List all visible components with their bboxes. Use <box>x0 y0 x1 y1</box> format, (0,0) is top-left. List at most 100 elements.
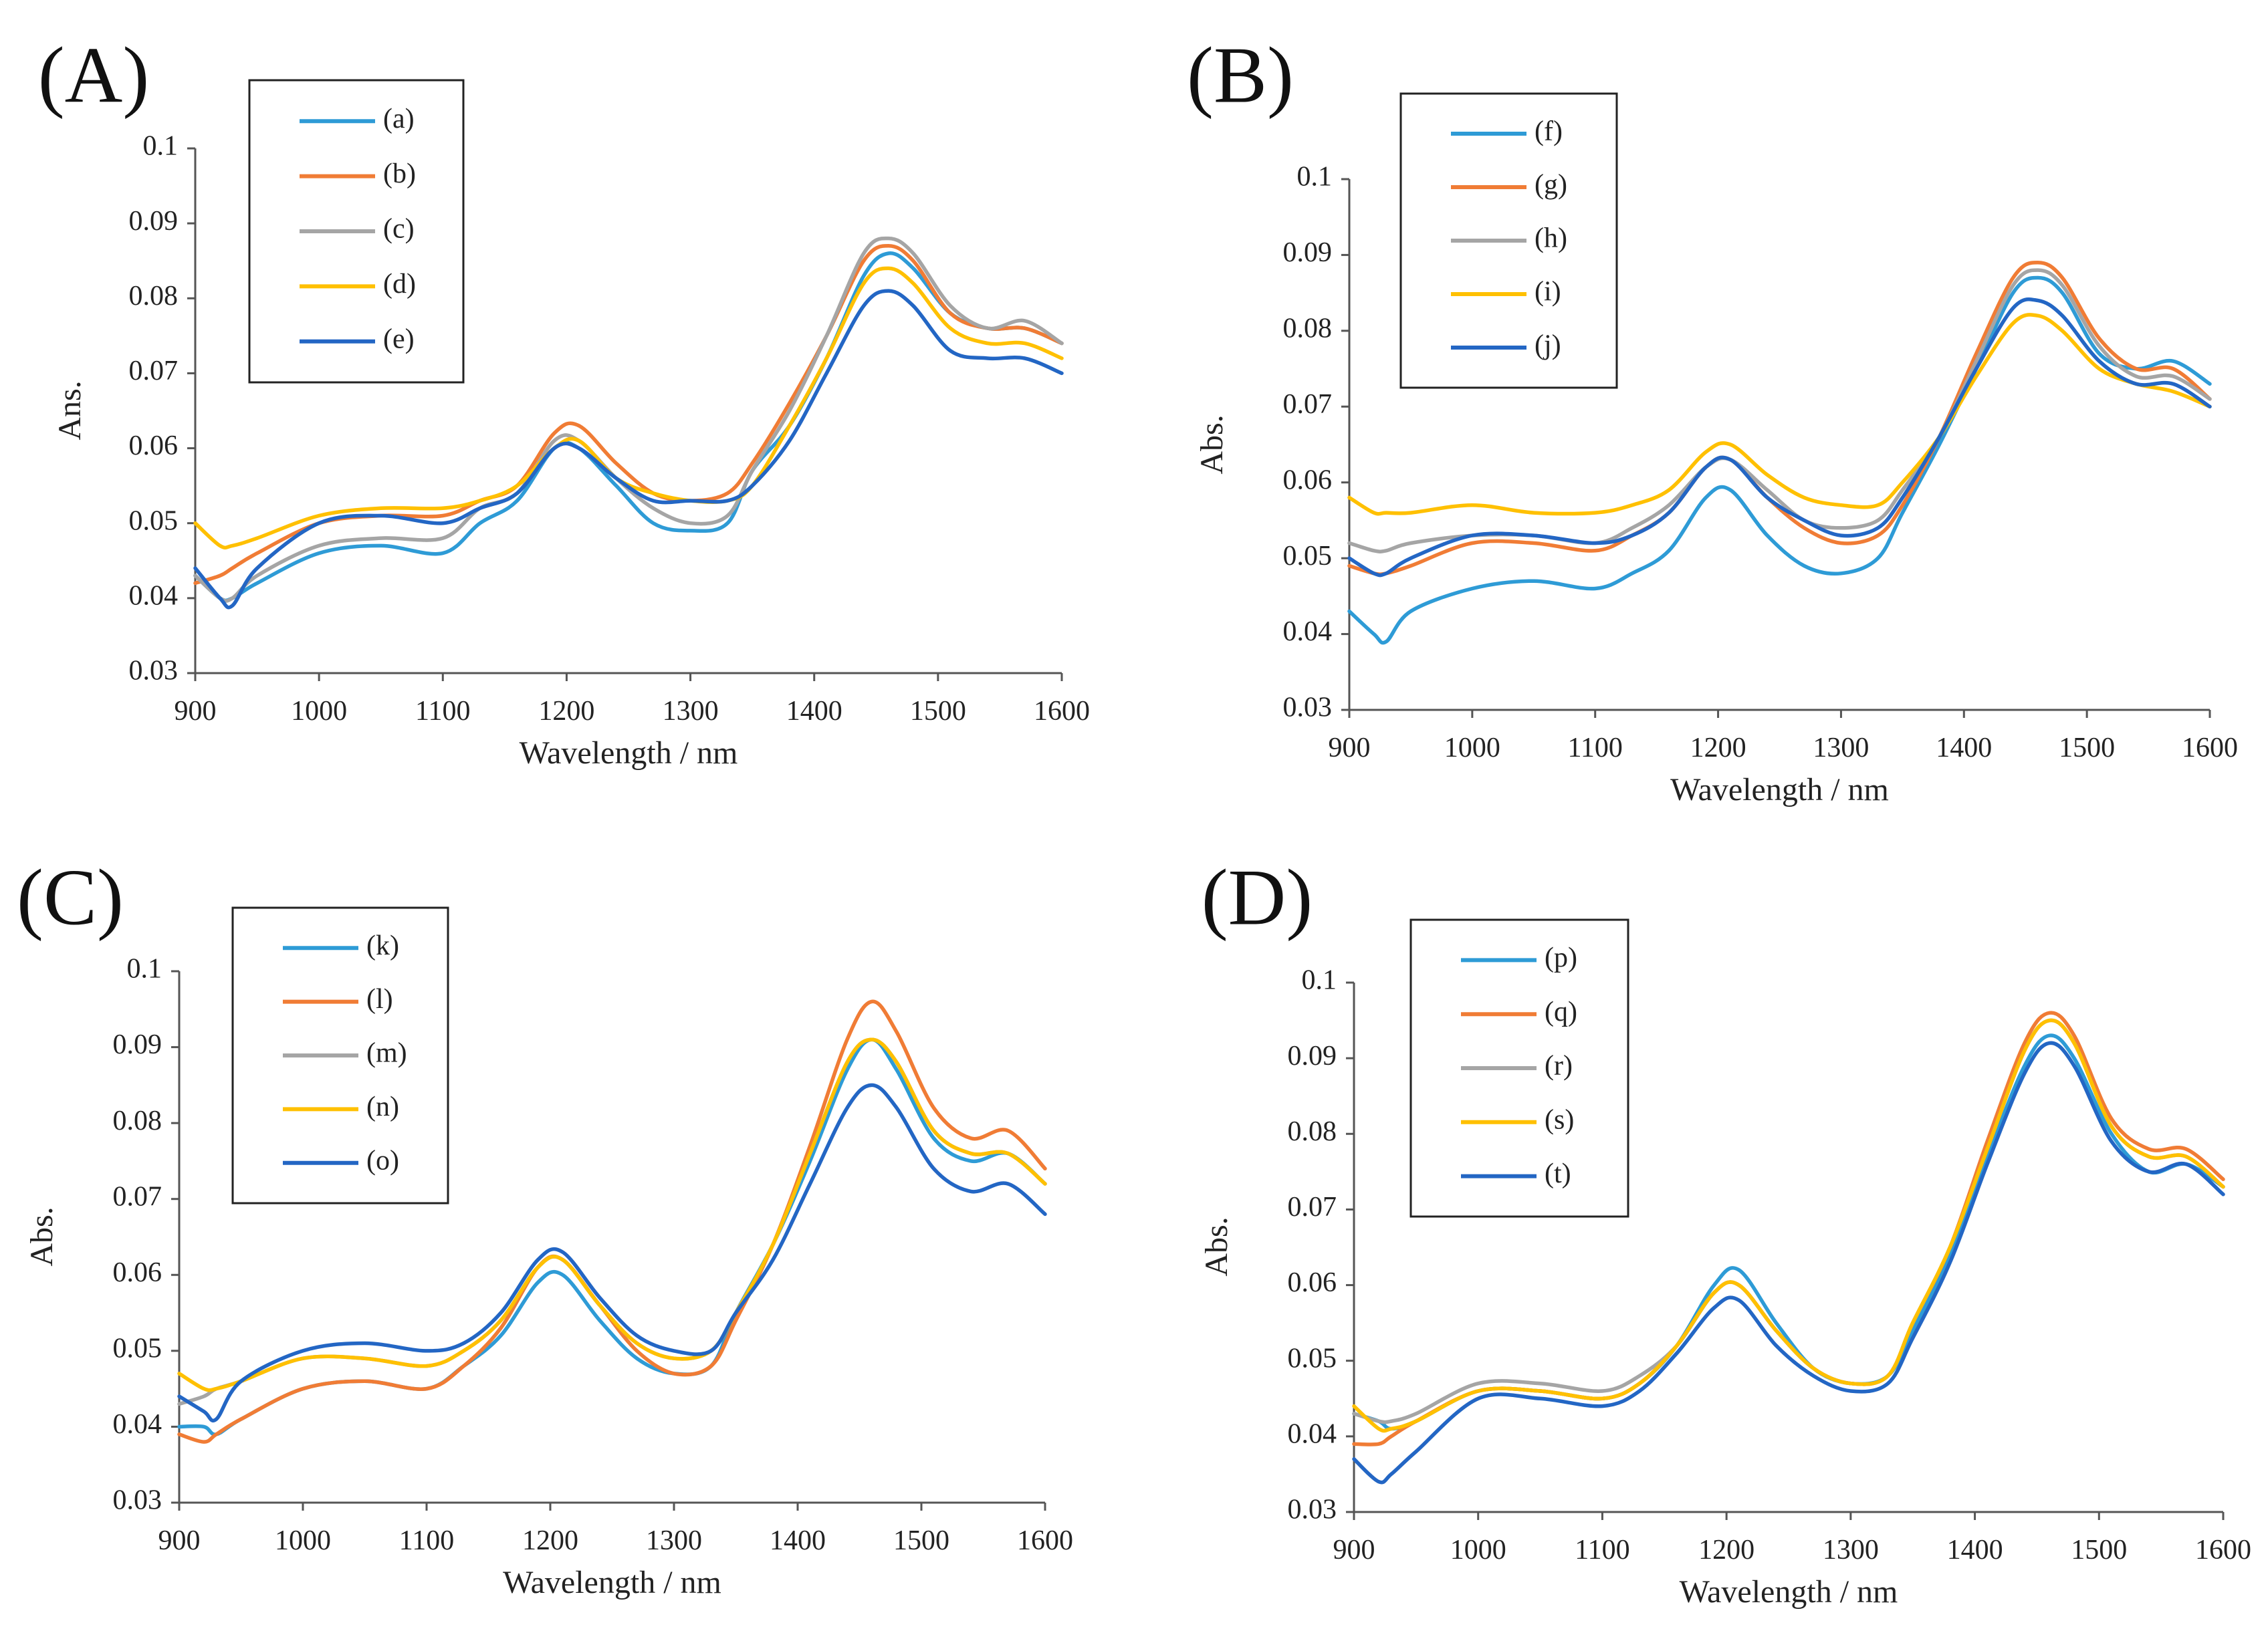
legend-label: (g) <box>1535 170 1567 201</box>
series-line-f <box>1347 275 2212 645</box>
y-tick-label: 0.1 <box>127 954 162 985</box>
y-tick-label: 0.06 <box>129 430 179 461</box>
y-tick-label: 0.08 <box>129 281 179 311</box>
y-tick-label: 0.03 <box>1283 692 1333 723</box>
y-tick-label: 0.07 <box>1288 1192 1337 1223</box>
x-tick-label: 900 <box>1329 733 1371 763</box>
legend-label: (r) <box>1545 1051 1573 1082</box>
legend-label: (p) <box>1545 942 1577 973</box>
series-line-n <box>177 1037 1047 1392</box>
x-tick-label: 1100 <box>399 1525 454 1556</box>
series-line-s <box>1352 1018 2225 1433</box>
series-line-d <box>193 266 1064 550</box>
y-tick-label: 0.05 <box>129 505 179 536</box>
y-tick-label: 0.07 <box>129 356 179 386</box>
series-line-a <box>193 251 1064 603</box>
y-axis-title: Abs. <box>1199 1217 1234 1276</box>
series-line-i <box>1347 313 2212 516</box>
x-tick-label: 1200 <box>522 1525 578 1556</box>
x-tick-label: 1400 <box>770 1525 826 1556</box>
y-tick-label: 0.08 <box>113 1106 162 1136</box>
y-tick-label: 0.06 <box>1283 465 1333 495</box>
series-group <box>1352 1011 2225 1485</box>
panel-label: (B) <box>1187 31 1294 120</box>
y-tick-label: 0.09 <box>1288 1041 1337 1071</box>
x-tick-label: 900 <box>1333 1535 1375 1565</box>
x-tick-label: 1500 <box>2059 733 2115 763</box>
x-tick-label: 1300 <box>1813 733 1869 763</box>
series-group <box>177 999 1047 1444</box>
x-tick-label: 1600 <box>1034 696 1090 727</box>
legend: (a) (b) (c) (d) (e) <box>248 79 465 384</box>
y-tick-label: 0.04 <box>1283 616 1333 647</box>
x-tick-label: 1600 <box>1017 1525 1073 1556</box>
x-tick-label: 1500 <box>910 696 966 727</box>
legend-label: (s) <box>1545 1104 1574 1135</box>
series-line-g <box>1347 261 2212 576</box>
y-tick-label: 0.03 <box>129 656 179 686</box>
y-tick-label: 0.04 <box>113 1409 162 1440</box>
legend-label: (q) <box>1545 997 1577 1027</box>
x-tick-label: 1500 <box>893 1525 949 1556</box>
y-tick-label: 0.05 <box>1283 541 1333 572</box>
x-tick-label: 1100 <box>1575 1535 1629 1565</box>
x-tick-label: 1300 <box>1823 1535 1879 1565</box>
legend: (f) (g) (h) (i) (j) <box>1399 92 1618 389</box>
x-tick-label: 1200 <box>1690 733 1746 763</box>
y-tick-label: 0.04 <box>1288 1418 1337 1449</box>
legend-label: (h) <box>1535 223 1567 254</box>
x-tick-label: 1600 <box>2182 733 2238 763</box>
x-tick-label: 1400 <box>1936 733 1992 763</box>
series-line-l <box>177 999 1047 1444</box>
legend-label: (b) <box>383 158 416 189</box>
panel-label: (D) <box>1202 853 1313 942</box>
y-tick-label: 0.04 <box>129 580 179 611</box>
panel-a: (A) 0.03 0.04 0.05 0.06 0.07 0.08 0.09 0.1 900 100… <box>38 31 1090 771</box>
series-line-t <box>1352 1041 2225 1485</box>
x-tick-label: 900 <box>158 1525 201 1556</box>
x-tick-label: 1400 <box>786 696 842 727</box>
y-tick-label: 0.09 <box>129 206 179 237</box>
x-axis-title: Wavelength / nm <box>520 735 738 771</box>
y-tick-label: 0.07 <box>1283 389 1333 420</box>
y-tick-label: 0.06 <box>1288 1267 1337 1298</box>
series-line-o <box>177 1083 1047 1423</box>
legend-label: (m) <box>366 1038 407 1069</box>
x-tick-label: 1400 <box>1947 1535 2003 1565</box>
panel-label: (C) <box>17 853 124 942</box>
x-axis-title: Wavelength / nm <box>1680 1574 1898 1610</box>
legend-label: (d) <box>383 269 416 299</box>
legend-label: (n) <box>366 1092 399 1122</box>
y-axis-title: Abs. <box>24 1207 60 1266</box>
series-line-e <box>193 289 1064 610</box>
y-tick-label: 0.03 <box>1288 1495 1337 1525</box>
x-tick-label: 1000 <box>1450 1535 1506 1565</box>
series-line-c <box>193 236 1064 603</box>
panel-label: (A) <box>38 31 150 120</box>
y-tick-label: 0.09 <box>1283 237 1333 268</box>
legend-label: (j) <box>1535 330 1561 361</box>
x-tick-label: 1600 <box>2195 1535 2251 1565</box>
y-tick-label: 0.09 <box>113 1029 162 1060</box>
y-tick-label: 0.06 <box>113 1257 162 1288</box>
legend-label: (k) <box>366 930 399 961</box>
panel-c: (C) 0.03 0.04 0.05 0.06 0.07 0.08 0.09 0.1 900 100… <box>17 853 1073 1600</box>
x-tick-label: 1000 <box>275 1525 331 1556</box>
legend-label: (c) <box>383 214 415 245</box>
x-tick-label: 1300 <box>646 1525 702 1556</box>
legend-label: (e) <box>383 324 415 354</box>
series-group <box>193 236 1064 610</box>
panel-d: (D) 0.03 0.04 0.05 0.06 0.07 0.08 0.09 0.1 900 100… <box>1199 853 2251 1610</box>
x-tick-label: 1200 <box>1698 1535 1754 1565</box>
legend-label: (i) <box>1535 277 1561 307</box>
y-axis-title: Abs. <box>1194 414 1230 474</box>
series-group <box>1347 261 2212 645</box>
y-tick-label: 0.05 <box>113 1333 162 1364</box>
y-tick-label: 0.1 <box>143 131 179 162</box>
x-tick-label: 1100 <box>415 696 470 727</box>
y-tick-label: 0.08 <box>1288 1116 1337 1147</box>
series-line-j <box>1347 297 2212 578</box>
legend-label: (f) <box>1535 116 1563 147</box>
x-tick-label: 1300 <box>663 696 719 727</box>
legend-label: (t) <box>1545 1158 1571 1189</box>
